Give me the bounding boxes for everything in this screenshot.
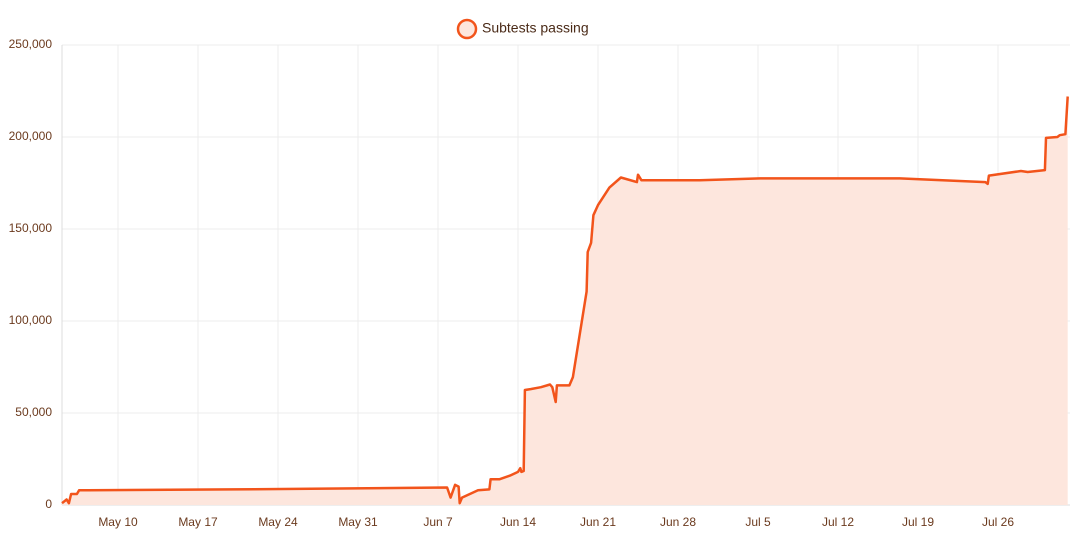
y-tick-label: 50,000	[15, 405, 52, 419]
x-tick-label: Jul 19	[902, 515, 934, 529]
y-tick-label: 100,000	[9, 313, 53, 327]
x-tick-label: Jun 28	[660, 515, 696, 529]
legend-marker	[456, 18, 478, 40]
area	[62, 96, 1068, 505]
x-tick-label: Jul 12	[822, 515, 854, 529]
x-tick-label: Jul 5	[745, 515, 771, 529]
x-tick-label: Jun 7	[423, 515, 453, 529]
x-tick-label: Jun 14	[500, 515, 536, 529]
x-tick-label: May 31	[338, 515, 378, 529]
x-tick-label: May 17	[178, 515, 218, 529]
x-tick-label: Jun 21	[580, 515, 616, 529]
y-tick-label: 0	[45, 497, 52, 511]
x-tick-label: May 24	[258, 515, 298, 529]
x-tick-label: May 10	[98, 515, 138, 529]
y-tick-label: 150,000	[9, 221, 53, 235]
x-tick-label: Jul 26	[982, 515, 1014, 529]
line	[61, 96, 1069, 505]
legend-label: Subtests passing	[482, 20, 589, 36]
y-tick-label: 250,000	[9, 37, 53, 51]
y-tick-label: 200,000	[9, 129, 53, 143]
